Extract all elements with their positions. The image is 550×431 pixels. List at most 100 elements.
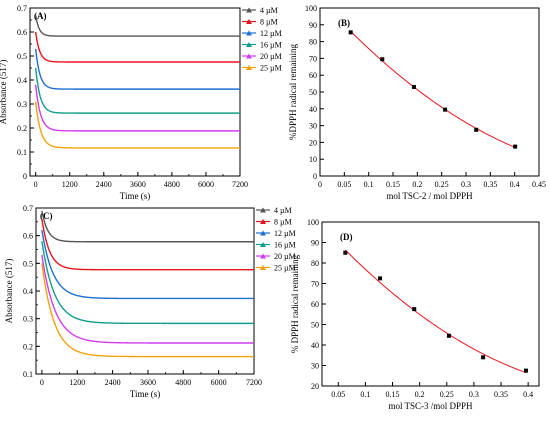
- x-tick-label: 0: [40, 378, 44, 387]
- legend-entry: 12 µM: [260, 29, 282, 38]
- legend-marker: [246, 30, 252, 36]
- y-tick-label: 10: [309, 155, 317, 164]
- y-tick-label: 70: [309, 54, 317, 63]
- series-line-2: [34, 31, 240, 63]
- x-tick-label: 0.05: [331, 390, 345, 399]
- data-point: [446, 333, 451, 338]
- x-tick-label: 1200: [69, 378, 85, 387]
- x-axis-label: mol TSC-2 / mol DPPH: [386, 191, 473, 201]
- legend-entry: 4 µM: [274, 206, 292, 215]
- y-tick-label: 0.2: [23, 342, 33, 351]
- series-line-4: [34, 67, 240, 114]
- chart-panel-2: 0 10 20 30 40 50 60 70 80 90 100 0 0.05 0.1 0.15 0.2 0.2…: [288, 4, 546, 201]
- legend-marker: [260, 253, 266, 259]
- data-point: [343, 250, 348, 255]
- data-point: [412, 307, 417, 312]
- legend-entry: 16 µM: [274, 241, 296, 250]
- x-tick-label: 0.1: [364, 180, 374, 189]
- x-tick-label: 0: [34, 180, 38, 189]
- y-tick-label: 40: [311, 341, 319, 350]
- y-tick-label: 90: [311, 239, 319, 248]
- x-tick-label: 0.1: [360, 390, 370, 399]
- y-tick-label: 0.1: [17, 148, 27, 157]
- legend-entry: 8 µM: [260, 18, 278, 27]
- x-tick-label: 6000: [198, 180, 214, 189]
- x-tick-label: 3600: [130, 180, 146, 189]
- y-tick-label: 0.6: [23, 232, 33, 241]
- y-tick-label: 0.4: [23, 287, 33, 296]
- chart-panel-1: 0 0.1 0.2 0.3 0.4 0.5 0.6 0.7 0 1200 2400 3600 4800 6…: [0, 4, 282, 201]
- x-tick-label: 0.3: [469, 390, 479, 399]
- x-tick-label: 0: [318, 180, 322, 189]
- x-tick-label: 0.15: [386, 180, 400, 189]
- chart-panel-4: 20 30 40 50 60 70 80 90 100 0.05 0.1 0.15 0.2 0.25 0.3…: [290, 218, 540, 411]
- y-tick-label: 0.5: [23, 259, 33, 268]
- data-point: [523, 368, 528, 373]
- legend-entry: 25 µM: [274, 264, 296, 273]
- x-tick-label: 0.2: [415, 390, 425, 399]
- x-tick-label: 4800: [164, 180, 180, 189]
- y-tick-label: 70: [311, 280, 319, 289]
- series-line-1: [41, 210, 254, 243]
- y-tick-label: 0.6: [17, 28, 27, 37]
- series-line-2: [41, 218, 254, 271]
- legend-marker: [260, 230, 266, 236]
- data-point: [474, 127, 479, 132]
- data-point: [380, 57, 385, 62]
- data-point: [443, 107, 448, 112]
- legend-entry: 16 µM: [260, 41, 282, 50]
- x-tick-label: 2400: [105, 378, 121, 387]
- series-line-5: [41, 254, 254, 344]
- series-line-3: [41, 230, 254, 300]
- x-tick-label: 0.25: [440, 390, 454, 399]
- x-tick-label: 0.2: [412, 180, 422, 189]
- legend-entry: 25 µM: [260, 64, 282, 73]
- x-tick-label: 0.4: [510, 180, 520, 189]
- x-tick-label: 1200: [62, 180, 78, 189]
- y-axis-label: %DPPH radical remaining: [288, 44, 298, 140]
- x-tick-label: 6000: [211, 378, 227, 387]
- x-tick-label: 0.4: [523, 390, 533, 399]
- x-tick-label: 7200: [232, 180, 248, 189]
- x-axis-label: Time (s): [130, 389, 160, 399]
- y-tick-label: 90: [309, 21, 317, 30]
- series-line-1: [34, 15, 240, 37]
- series-line-3: [34, 48, 240, 90]
- legend-entry: 12 µM: [274, 229, 296, 238]
- y-tick-label: 0.3: [17, 100, 27, 109]
- fit-curve: [350, 30, 516, 148]
- legend-marker: [260, 242, 266, 247]
- y-tick-label: 60: [311, 300, 319, 309]
- y-tick-label: 50: [311, 321, 319, 330]
- panel-label: (D): [340, 232, 353, 242]
- y-tick-label: 30: [309, 122, 317, 131]
- y-tick-label: 40: [309, 105, 317, 114]
- x-tick-label: 0.45: [532, 180, 546, 189]
- chart-panel-3: 0.1 0.2 0.3 0.4 0.5 0.6 0.7 0 1200 2400 3600 4800 60…: [4, 204, 296, 399]
- y-tick-label: 100: [305, 4, 317, 13]
- plot-frame: [321, 221, 540, 387]
- series-line-5: [34, 84, 240, 132]
- y-tick-label: 80: [311, 259, 319, 268]
- plot-frame: [29, 7, 241, 177]
- legend-marker: [246, 42, 252, 47]
- legend-marker: [246, 19, 252, 24]
- x-tick-label: 0.35: [483, 180, 497, 189]
- x-tick-label: 0.25: [435, 180, 449, 189]
- y-tick-label: 0.7: [17, 4, 27, 13]
- x-tick-label: 4800: [175, 378, 191, 387]
- data-point: [378, 276, 383, 281]
- plot-frame: [35, 207, 255, 375]
- y-tick-label: 20: [311, 382, 319, 391]
- legend-entry: 20 µM: [260, 52, 282, 61]
- y-tick-label: 0.2: [17, 124, 27, 133]
- y-tick-label: 0.5: [17, 52, 27, 61]
- data-point: [348, 30, 353, 35]
- y-tick-label: 0: [313, 172, 317, 181]
- y-tick-label: 60: [309, 71, 317, 80]
- y-tick-label: 0.7: [23, 204, 33, 213]
- data-point: [411, 84, 416, 89]
- series-line-6: [34, 101, 240, 149]
- y-tick-label: 80: [309, 38, 317, 47]
